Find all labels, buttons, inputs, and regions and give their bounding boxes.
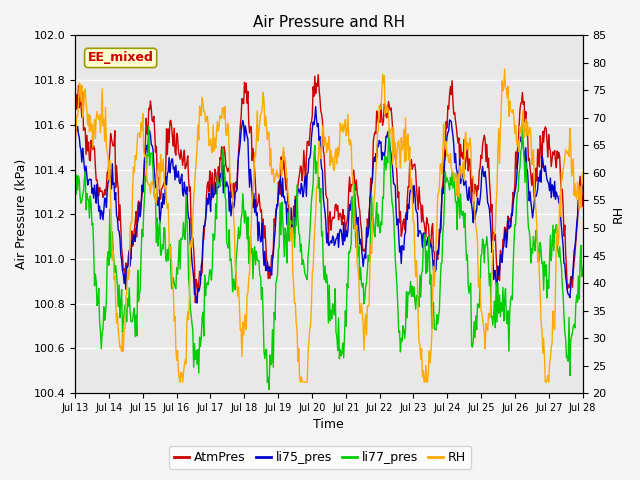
li75_pres: [455, 179, 463, 184]
li77_pres: [518, 117, 526, 122]
li77_pres: [301, 272, 309, 278]
Y-axis label: Air Pressure (kPa): Air Pressure (kPa): [15, 159, 28, 269]
RH: [411, 254, 419, 260]
RH: [202, 117, 210, 123]
RH: [579, 169, 586, 175]
X-axis label: Time: Time: [314, 419, 344, 432]
AtmPres: [579, 203, 586, 209]
li77_pres: [371, 234, 379, 240]
li77_pres: [202, 293, 209, 299]
li77_pres: [454, 175, 462, 180]
AtmPres: [314, 72, 322, 77]
RH: [301, 379, 309, 385]
RH: [161, 185, 169, 191]
RH: [176, 379, 184, 385]
li75_pres: [301, 173, 309, 179]
RH: [371, 185, 379, 191]
li75_pres: [71, 133, 79, 139]
li75_pres: [161, 193, 169, 199]
Text: EE_mixed: EE_mixed: [88, 51, 154, 64]
Line: AtmPres: AtmPres: [75, 74, 582, 303]
RH: [71, 101, 79, 107]
Line: li75_pres: li75_pres: [75, 107, 582, 303]
li77_pres: [579, 264, 586, 270]
AtmPres: [412, 168, 419, 174]
li75_pres: [579, 184, 586, 190]
AtmPres: [455, 135, 463, 141]
AtmPres: [301, 180, 309, 186]
li75_pres: [193, 300, 201, 306]
Line: li77_pres: li77_pres: [75, 120, 582, 389]
li77_pres: [265, 386, 273, 392]
li75_pres: [412, 205, 419, 211]
li77_pres: [161, 225, 169, 231]
li77_pres: [411, 297, 419, 302]
Y-axis label: RH: RH: [612, 205, 625, 223]
Legend: AtmPres, li75_pres, li77_pres, RH: AtmPres, li75_pres, li77_pres, RH: [169, 446, 471, 469]
AtmPres: [372, 131, 380, 137]
li75_pres: [312, 104, 319, 109]
AtmPres: [71, 106, 79, 111]
AtmPres: [191, 300, 199, 306]
RH: [500, 66, 508, 72]
AtmPres: [161, 178, 169, 184]
li75_pres: [202, 208, 210, 214]
li77_pres: [71, 160, 79, 166]
RH: [454, 171, 462, 177]
li75_pres: [372, 151, 380, 156]
Title: Air Pressure and RH: Air Pressure and RH: [253, 15, 405, 30]
AtmPres: [202, 194, 210, 200]
Line: RH: RH: [75, 69, 582, 382]
